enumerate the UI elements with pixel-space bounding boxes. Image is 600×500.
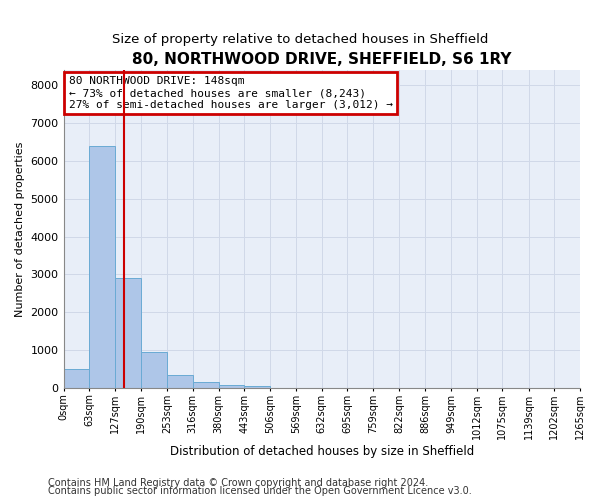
Text: Size of property relative to detached houses in Sheffield: Size of property relative to detached ho…: [112, 32, 488, 46]
Bar: [141, 352, 167, 388]
Y-axis label: Number of detached properties: Number of detached properties: [15, 142, 25, 316]
Bar: [64, 369, 89, 388]
X-axis label: Distribution of detached houses by size in Sheffield: Distribution of detached houses by size …: [170, 444, 474, 458]
Text: 80 NORTHWOOD DRIVE: 148sqm
← 73% of detached houses are smaller (8,243)
27% of s: 80 NORTHWOOD DRIVE: 148sqm ← 73% of deta…: [69, 76, 393, 110]
Title: 80, NORTHWOOD DRIVE, SHEFFIELD, S6 1RY: 80, NORTHWOOD DRIVE, SHEFFIELD, S6 1RY: [132, 52, 512, 68]
Bar: [115, 278, 141, 388]
Text: Contains public sector information licensed under the Open Government Licence v3: Contains public sector information licen…: [48, 486, 472, 496]
Bar: [193, 382, 218, 388]
Bar: [89, 146, 115, 388]
Bar: [244, 386, 270, 388]
Bar: [218, 385, 244, 388]
Bar: [167, 376, 193, 388]
Text: Contains HM Land Registry data © Crown copyright and database right 2024.: Contains HM Land Registry data © Crown c…: [48, 478, 428, 488]
